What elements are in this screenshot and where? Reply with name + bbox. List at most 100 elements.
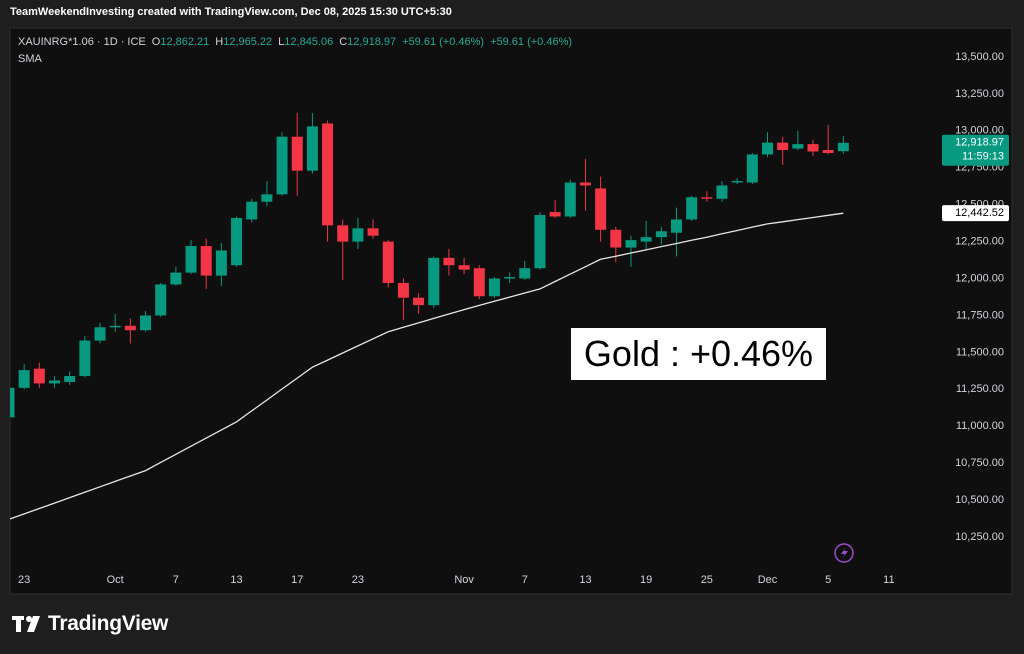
x-tick-label: 7	[173, 574, 179, 586]
candle-body	[49, 380, 61, 384]
x-tick-label: 23	[352, 574, 364, 586]
candle-body	[777, 142, 789, 151]
candle-body	[762, 142, 773, 155]
x-tick-label: 11	[883, 574, 894, 586]
y-tick-label: 11,000.00	[956, 420, 1004, 432]
candle-body	[291, 136, 303, 171]
candle-body	[306, 126, 318, 171]
candle-body	[109, 325, 121, 328]
y-tick-label: 11,750.00	[956, 309, 1004, 321]
candle-body	[397, 282, 409, 298]
ohlc: O12,862.21	[152, 36, 210, 48]
candle-body	[200, 246, 212, 276]
candle-body	[746, 154, 758, 183]
watermark-text: TeamWeekendInvesting created with Tradin…	[10, 6, 452, 18]
candle-body	[473, 268, 485, 297]
last-price-box	[942, 134, 1009, 166]
sma-price-label: 12,442.52	[955, 207, 1004, 219]
ohlc-value: 12,845.06	[284, 36, 334, 48]
candle-body	[519, 268, 531, 279]
countdown: 11:59:13	[962, 151, 1004, 163]
x-tick-label: Oct	[107, 574, 124, 586]
candle-body	[428, 257, 440, 306]
ohlc: C12,918.97	[339, 36, 396, 48]
candle-body	[822, 150, 834, 153]
candle-body	[792, 144, 804, 149]
ohlc-label: H	[215, 36, 224, 48]
candle-body	[352, 228, 364, 242]
candle-body	[610, 229, 622, 248]
x-tick-label: 5	[825, 574, 831, 586]
candle-body	[18, 370, 30, 388]
candle-body	[382, 241, 394, 283]
chart-frame	[9, 27, 1013, 595]
candle-body	[33, 368, 45, 384]
x-tick-label: 19	[640, 574, 652, 586]
candle-body	[322, 123, 334, 226]
x-tick-label: 23	[18, 574, 30, 586]
ohlc-value: 12,918.97	[347, 36, 397, 48]
candle-body	[504, 277, 516, 279]
candle-body	[670, 219, 682, 233]
ohlc-label: O	[151, 36, 161, 48]
candle-body	[686, 197, 698, 220]
candle-body	[716, 185, 728, 199]
candle-body	[124, 325, 136, 331]
candle-body	[488, 278, 500, 297]
candle-body	[185, 246, 197, 273]
candle-body	[564, 182, 576, 217]
candle-body	[170, 272, 182, 285]
x-tick-label: 13	[230, 574, 242, 586]
y-tick-label: 10,500.00	[955, 494, 1004, 506]
ohlc-label: L	[278, 36, 285, 48]
candle-body	[261, 194, 273, 202]
x-tick-label: 17	[291, 574, 303, 586]
candle-body	[655, 231, 667, 238]
candle-body	[731, 181, 743, 183]
candle-body	[231, 217, 243, 266]
candle-body	[276, 136, 288, 195]
candle-body	[837, 142, 849, 152]
y-tick-label: 11,250.00	[956, 383, 1004, 395]
candle-body	[807, 144, 819, 152]
legend-entry: SMA	[18, 53, 42, 65]
candle-body	[64, 376, 76, 382]
y-tick-label: 13,000.00	[955, 125, 1004, 137]
sma-price-box	[942, 205, 1009, 222]
x-tick-label: 7	[522, 574, 528, 586]
y-tick-label: 13,500.00	[955, 51, 1004, 63]
candle-body	[367, 228, 379, 236]
alert-icon[interactable]	[834, 543, 854, 563]
change: +59.61 (+0.46%)	[402, 36, 485, 48]
candle-body	[140, 315, 152, 331]
candle-body	[625, 240, 637, 248]
candle-body	[79, 340, 91, 377]
candle-body	[215, 250, 227, 276]
ohlc-value: 12,862.21	[160, 36, 210, 48]
brand-logo	[12, 616, 40, 632]
y-tick-label: 10,250.00	[955, 531, 1004, 543]
sma-line	[10, 212, 844, 520]
candle-body	[549, 212, 561, 217]
plot-area	[10, 113, 849, 520]
candle-body	[443, 257, 455, 266]
candle-body	[701, 197, 713, 199]
change: +59.61 (+0.46%)	[490, 36, 573, 48]
ohlc-label: C	[339, 36, 348, 48]
candle-body	[579, 182, 591, 186]
ohlc: H12,965.22	[215, 36, 272, 48]
candle-body	[337, 225, 349, 242]
symbol-legend: XAUINRG*1.06 · 1D · ICE O12,862.21 H12,9…	[18, 36, 572, 48]
x-tick-label: Dec	[758, 574, 778, 586]
last-price-label: 12,918.97	[955, 137, 1004, 149]
candle-body	[10, 387, 15, 418]
ohlc-value: 12,965.22	[223, 36, 273, 48]
x-tick-label: 13	[579, 574, 591, 586]
x-tick-label: Nov	[454, 574, 474, 586]
candle-body	[595, 188, 607, 230]
y-tick-label: 10,750.00	[955, 457, 1004, 469]
candle-body	[246, 201, 258, 220]
y-tick-label: 12,250.00	[955, 236, 1004, 248]
